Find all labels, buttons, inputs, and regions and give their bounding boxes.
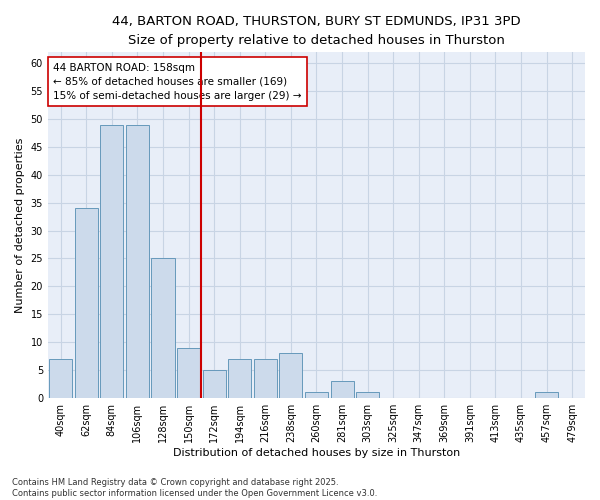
Bar [151,258,175,398]
Y-axis label: Number of detached properties: Number of detached properties [15,138,25,312]
Bar [331,381,353,398]
Title: 44, BARTON ROAD, THURSTON, BURY ST EDMUNDS, IP31 3PD
Size of property relative t: 44, BARTON ROAD, THURSTON, BURY ST EDMUN… [112,15,521,47]
Bar [203,370,226,398]
Bar [305,392,328,398]
Bar [228,358,251,398]
X-axis label: Distribution of detached houses by size in Thurston: Distribution of detached houses by size … [173,448,460,458]
Bar [126,125,149,398]
Text: 44 BARTON ROAD: 158sqm
← 85% of detached houses are smaller (169)
15% of semi-de: 44 BARTON ROAD: 158sqm ← 85% of detached… [53,62,302,100]
Bar [356,392,379,398]
Bar [254,358,277,398]
Bar [75,208,98,398]
Bar [177,348,200,398]
Bar [280,353,302,398]
Bar [100,125,124,398]
Bar [535,392,558,398]
Text: Contains HM Land Registry data © Crown copyright and database right 2025.
Contai: Contains HM Land Registry data © Crown c… [12,478,377,498]
Bar [49,358,72,398]
